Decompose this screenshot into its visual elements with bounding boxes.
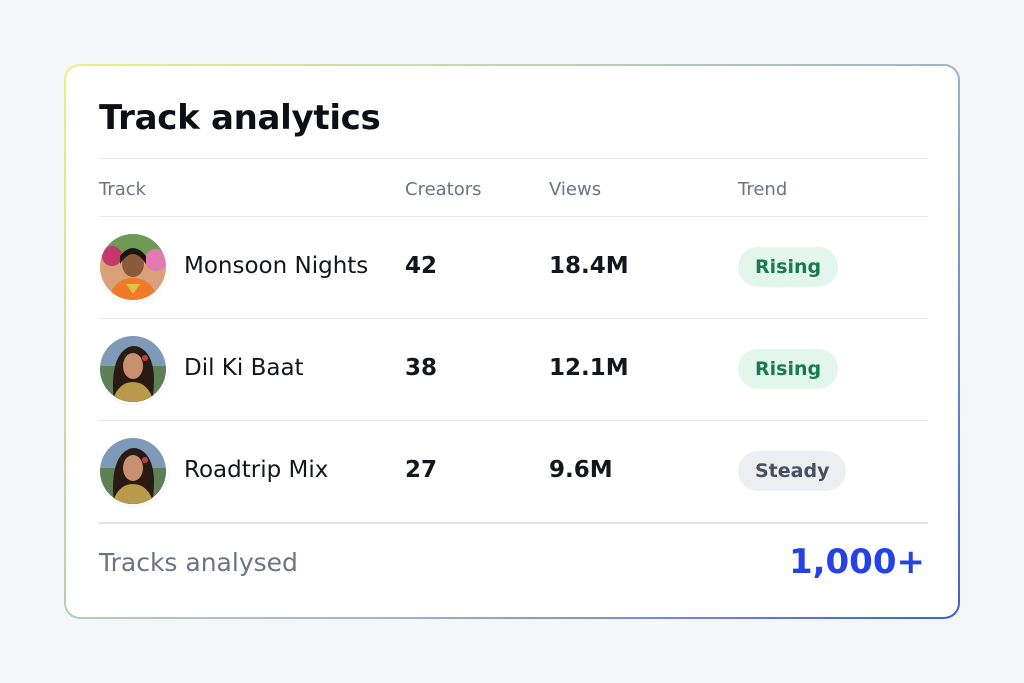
- avatar-photo-1-image: [100, 234, 166, 300]
- card-title: Track analytics: [99, 98, 381, 138]
- header-creators: Creators: [405, 179, 482, 200]
- row-divider: [99, 420, 928, 421]
- views-count: 18.4M: [549, 253, 629, 279]
- row-divider: [99, 318, 928, 319]
- tracks-analysed-label: Tracks analysed: [99, 548, 298, 577]
- table-row[interactable]: Monsoon Nights 42 18.4M Rising: [99, 217, 928, 317]
- track-name: Monsoon Nights: [184, 253, 369, 279]
- avatar-photo-3-image: [100, 438, 166, 504]
- footer-divider: [99, 522, 928, 524]
- avatar-photo-2-image: [100, 336, 166, 402]
- avatar-photo-1: [100, 234, 166, 300]
- track-name: Roadtrip Mix: [184, 457, 329, 483]
- avatar-photo-3: [100, 438, 166, 504]
- creators-count: 38: [405, 355, 438, 381]
- views-count: 12.1M: [549, 355, 629, 381]
- track-name: Dil Ki Baat: [184, 355, 304, 381]
- table-row[interactable]: Dil Ki Baat 38 12.1M Rising: [99, 319, 928, 419]
- title-divider: [99, 158, 928, 159]
- creators-count: 42: [405, 253, 438, 279]
- trend-badge: Steady: [738, 451, 847, 491]
- header-divider: [99, 216, 928, 217]
- header-track: Track: [99, 179, 147, 200]
- table-row[interactable]: Roadtrip Mix 27 9.6M Steady: [99, 421, 928, 521]
- trend-badge: Rising: [738, 247, 839, 287]
- analytics-card: Track analytics Track Creators Views Tre…: [66, 66, 958, 617]
- header-trend: Trend: [738, 179, 788, 200]
- analytics-card-border: Track analytics Track Creators Views Tre…: [64, 64, 960, 619]
- tracks-analysed-value: 1,000+: [788, 542, 925, 582]
- creators-count: 27: [405, 457, 438, 483]
- trend-badge: Rising: [738, 349, 839, 389]
- avatar-photo-2: [100, 336, 166, 402]
- header-views: Views: [549, 179, 602, 200]
- views-count: 9.6M: [549, 457, 613, 483]
